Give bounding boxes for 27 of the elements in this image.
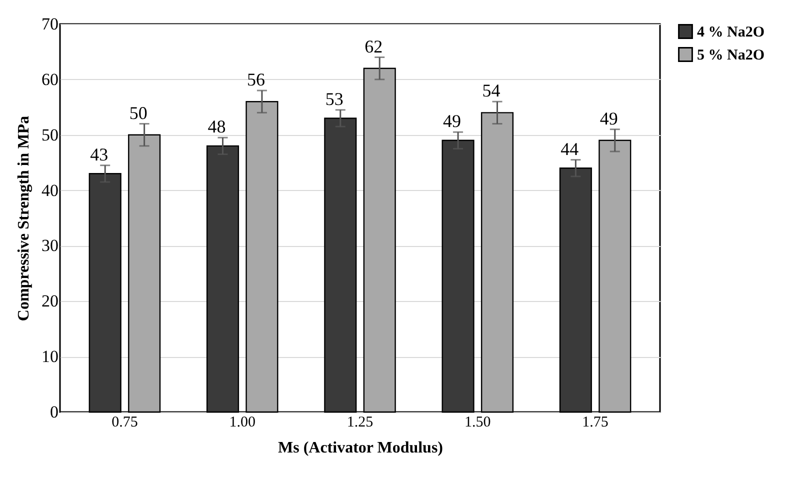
- y-tick-label: 70: [42, 14, 58, 34]
- y-tick-label: 0: [50, 402, 58, 422]
- y-tick-label: 10: [42, 347, 58, 366]
- legend-label: 5 % Na2O: [697, 48, 764, 64]
- data-label: 50: [129, 102, 148, 123]
- legend-label: 4 % Na2O: [697, 24, 764, 40]
- data-label: 54: [482, 80, 500, 101]
- data-label: 43: [90, 144, 108, 164]
- y-axis-title: Compressive Strength in MPa: [16, 116, 32, 322]
- x-tick-label: 1.25: [346, 414, 374, 430]
- y-tick-label: 40: [42, 180, 58, 200]
- x-tick-label: 1.50: [464, 414, 491, 430]
- y-tick-label: 20: [42, 292, 58, 311]
- y-tick-label: 30: [42, 236, 58, 256]
- data-label: 49: [443, 111, 462, 132]
- data-label: 56: [246, 70, 265, 90]
- x-axis-title: Ms (Activator Modulus): [278, 440, 444, 456]
- y-tick-label: 60: [42, 70, 58, 89]
- x-tick-label: 1.00: [229, 414, 256, 430]
- data-label: 44: [560, 138, 579, 159]
- x-tick-label: 1.75: [582, 414, 608, 430]
- data-label: 48: [208, 116, 226, 137]
- data-label: 62: [364, 36, 383, 56]
- data-label: 53: [325, 88, 344, 109]
- data-label: 49: [600, 108, 618, 128]
- y-tick-label: 50: [42, 125, 58, 144]
- x-tick-label: 0.75: [112, 414, 138, 430]
